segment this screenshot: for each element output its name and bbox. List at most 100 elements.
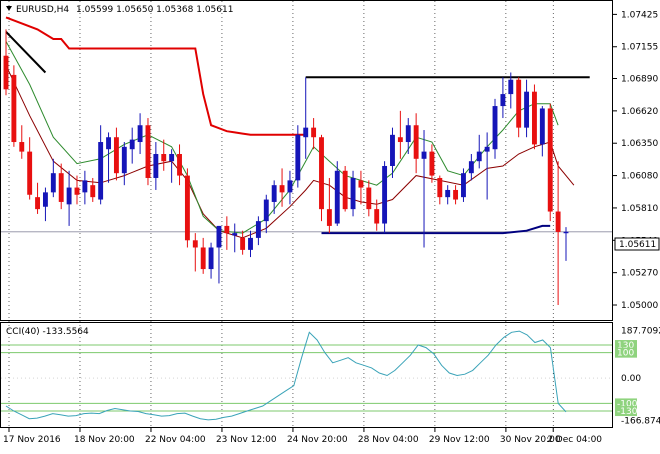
cci-level-box (615, 347, 637, 358)
candle-body (98, 142, 104, 200)
y-tick-label: 1.06080 (621, 172, 658, 182)
candle-body (374, 209, 380, 224)
y-tick-label: 1.05810 (621, 204, 658, 214)
candle-body (382, 165, 388, 224)
candle-body (303, 127, 309, 138)
x-tick-label: 17 Nov 2016 (3, 435, 61, 445)
cci-y-tick-label: 0.00 (621, 374, 641, 384)
candle-body (413, 125, 419, 159)
candle-body (563, 231, 569, 234)
current-price-label: 1.05611 (619, 240, 656, 250)
candle-body (453, 189, 459, 200)
cci-y-tick-label: -166.8747 (621, 416, 660, 426)
candle-body (184, 175, 190, 241)
candle-body (484, 146, 490, 152)
candle-body (445, 189, 451, 198)
candle-body (295, 134, 301, 181)
candle-body (192, 240, 198, 248)
current-price-box (614, 237, 660, 251)
candle-body (342, 170, 348, 210)
y-tick-label: 1.05270 (621, 269, 658, 279)
candle-body (113, 137, 119, 174)
candlesticks (3, 29, 569, 306)
cci-level-label: -100 (617, 399, 638, 409)
x-tick-label: 2 Dec 04:00 (547, 435, 602, 445)
cci-level-box (615, 340, 637, 351)
candle-body (397, 137, 403, 143)
price-title: EURUSD,H4 (16, 5, 69, 15)
candle-body (421, 151, 427, 159)
candle-body (19, 142, 25, 152)
candle-body (311, 127, 317, 138)
candle-body (3, 55, 9, 90)
candle-body (145, 125, 151, 178)
x-tick-label: 23 Nov 12:00 (216, 435, 277, 445)
candle-body (429, 151, 435, 176)
x-tick-label: 18 Nov 20:00 (74, 435, 135, 445)
candle-body (169, 154, 175, 162)
price-overlays (5, 16, 590, 239)
x-axis-labels: 17 Nov 2016 18 Nov 20:00 22 Nov 04:00 23 No… (3, 428, 602, 445)
candle-body (248, 237, 253, 250)
candle-body (350, 177, 356, 210)
candle-body (161, 154, 167, 162)
candle-body (90, 185, 96, 198)
candle-body (11, 74, 17, 143)
candle-body (524, 91, 530, 128)
cci-level-label: -130 (617, 407, 638, 417)
candle-body (326, 209, 332, 226)
candle-body (177, 154, 182, 176)
candle-body (224, 225, 230, 234)
candle-body (437, 177, 443, 198)
candle-body (319, 137, 324, 210)
x-tick-label: 30 Nov 20:00 (500, 435, 561, 445)
y-tick-label: 1.06890 (621, 75, 658, 85)
x-tick-label: 24 Nov 20:00 (287, 435, 348, 445)
candle-body (58, 173, 64, 202)
y-tick-label: 1.07155 (621, 43, 658, 53)
candle-body (468, 161, 474, 174)
cci-title: CCI(40) -133.5564 (6, 327, 89, 337)
candle-body (532, 91, 537, 145)
collapse-triangle-icon[interactable] (6, 6, 12, 11)
candle-body (35, 197, 40, 210)
cci-line (5, 330, 567, 421)
candle-body (106, 137, 111, 150)
y-tick-label: 1.06620 (621, 107, 658, 117)
candle-body (216, 225, 222, 248)
candle-body (74, 187, 80, 195)
candle-body (240, 237, 246, 250)
cci-level-label: 130 (617, 341, 634, 351)
y-tick-label: 1.05000 (621, 301, 658, 311)
candle-body (555, 211, 561, 232)
candle-body (42, 192, 48, 207)
candle-body (390, 134, 395, 166)
x-tick-label: 29 Nov 12:00 (429, 435, 490, 445)
candle-body (66, 187, 72, 205)
candle-body (334, 170, 340, 224)
x-tick-label: 28 Nov 04:00 (358, 435, 419, 445)
red-stepped-line (5, 16, 306, 136)
candle-body (137, 125, 143, 143)
candle-body (539, 108, 545, 145)
candle-body (358, 180, 364, 188)
cci-pane-frame (0, 322, 613, 428)
cci-y-tick-label: 187.7092 (621, 326, 660, 336)
candle-body (121, 146, 127, 174)
y-tick-label: 1.07425 (621, 10, 658, 20)
navy-support-line (321, 224, 551, 235)
vertical-gridlines (8, 1, 554, 427)
candle-body (27, 151, 33, 195)
candle-body (200, 247, 206, 270)
candle-body (461, 173, 466, 198)
candle-body (263, 199, 269, 222)
candle-body (500, 94, 506, 107)
ohlc-header: 1.05599 1.05650 1.05368 1.05611 (76, 5, 233, 15)
black-trend-line (5, 31, 47, 74)
candle-body (366, 187, 372, 210)
candle-body (508, 79, 514, 95)
candle-body (279, 185, 285, 193)
